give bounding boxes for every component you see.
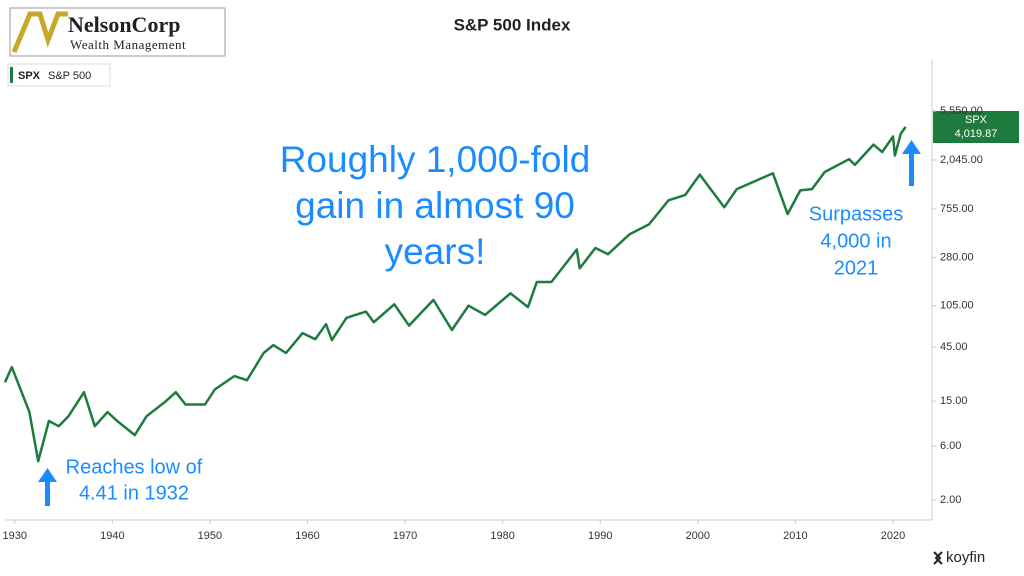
- annotation: 4.41 in 1932: [79, 482, 189, 504]
- y-tick-label: 5,550.00: [940, 105, 983, 117]
- source-icon: [933, 551, 943, 565]
- x-tick-label: 1980: [490, 530, 514, 542]
- y-tick-label: 755.00: [940, 203, 974, 215]
- y-tick-label: 2.00: [940, 494, 961, 506]
- chart-title: S&P 500 Index: [454, 15, 571, 34]
- arrow-low: [38, 468, 57, 506]
- logo-mark: [11, 11, 68, 53]
- y-tick-label: 6.00: [940, 440, 961, 452]
- annotation: gain in almost 90: [295, 185, 575, 226]
- y-tick-label: 45.00: [940, 341, 968, 353]
- y-tick-label: 280.00: [940, 251, 974, 263]
- y-tick-label: 2,045.00: [940, 154, 983, 166]
- annotation: 4,000 in: [820, 230, 891, 252]
- arrow-high: [902, 140, 921, 186]
- x-tick-label: 2000: [686, 530, 710, 542]
- price-tag-value: 4,019.87: [955, 128, 998, 140]
- legend-swatch: [10, 67, 13, 83]
- x-tick-label: 1990: [588, 530, 612, 542]
- annotation: years!: [385, 231, 486, 272]
- y-tick-label: 105.00: [940, 300, 974, 312]
- logo-tagline: Wealth Management: [70, 37, 186, 52]
- legend-box: [7, 63, 111, 87]
- x-tick-label: 1960: [295, 530, 319, 542]
- annotation: Reaches low of: [66, 456, 203, 478]
- x-tick-label: 2020: [881, 530, 905, 542]
- x-tick-label: 1970: [393, 530, 417, 542]
- price-tag-ticker: SPX: [965, 114, 988, 126]
- annotation: 2021: [834, 257, 879, 279]
- annotation: Roughly 1,000-fold: [280, 139, 591, 180]
- source: koyfin: [946, 549, 985, 566]
- legend-ticker: SPX: [18, 70, 41, 82]
- x-tick-label: 2010: [783, 530, 807, 542]
- y-tick-label: 15.00: [940, 395, 968, 407]
- legend-label: S&P 500: [48, 70, 91, 82]
- logo-name: NelsonCorp: [68, 12, 180, 37]
- annotation: Surpasses: [809, 203, 904, 225]
- x-tick-label: 1950: [198, 530, 222, 542]
- x-tick-label: 1930: [3, 530, 27, 542]
- price-tag: [933, 111, 1019, 143]
- x-tick-label: 1940: [100, 530, 124, 542]
- price-line: [3, 126, 907, 463]
